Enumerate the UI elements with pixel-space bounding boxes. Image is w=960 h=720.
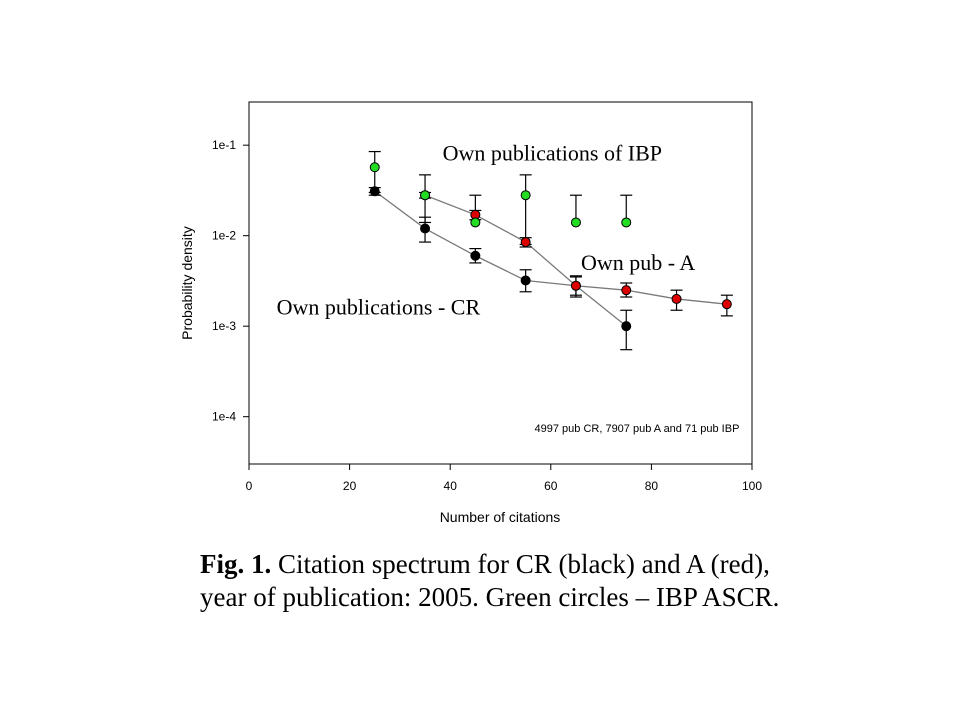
data-point xyxy=(470,250,481,261)
y-tick-label: 1e-1 xyxy=(212,138,236,152)
axis-ticks: 0 20 40 60 80 100 1e-1 1e-2 1e-3 1e-4 xyxy=(212,138,762,493)
figure-caption: Fig. 1. Citation spectrum for CR (black)… xyxy=(200,548,820,614)
data-points xyxy=(369,162,732,332)
data-point xyxy=(470,217,481,228)
data-point xyxy=(671,293,682,304)
y-tick-label: 1e-2 xyxy=(212,229,236,243)
figure-caption-text: Citation spectrum for CR (black) and A (… xyxy=(200,549,780,612)
data-point xyxy=(520,237,531,248)
annotation-cr: Own publications - CR xyxy=(277,294,481,319)
x-tick-label: 0 xyxy=(246,479,253,493)
data-point xyxy=(721,299,732,310)
x-tick-label: 80 xyxy=(645,479,659,493)
figure-label: Fig. 1. xyxy=(200,549,272,579)
annotations: Own publications of IBP Own pub - A Own pu… xyxy=(277,140,740,435)
data-point xyxy=(420,223,431,234)
data-point xyxy=(369,162,380,173)
annotation-counts: 4997 pub CR, 7907 pub A and 71 pub IBP xyxy=(535,423,740,435)
y-axis-label: Probability density xyxy=(179,226,195,340)
annotation-ibp: Own publications of IBP xyxy=(443,140,662,165)
annotation-a: Own pub - A xyxy=(581,250,695,275)
x-tick-label: 20 xyxy=(343,479,357,493)
data-point xyxy=(621,285,632,296)
y-tick-label: 1e-4 xyxy=(212,410,236,424)
data-point xyxy=(570,217,581,228)
data-point xyxy=(570,280,581,291)
data-point xyxy=(621,217,632,228)
data-point xyxy=(520,275,531,286)
data-point xyxy=(621,321,632,332)
series-line xyxy=(374,190,627,327)
y-tick-label: 1e-3 xyxy=(212,319,236,333)
data-point xyxy=(420,190,431,201)
x-tick-label: 100 xyxy=(742,479,762,493)
citation-chart: 0 20 40 60 80 100 1e-1 1e-2 1e-3 1e-4 Own publica… xyxy=(179,101,762,525)
x-tick-label: 60 xyxy=(544,479,558,493)
x-axis-label: Number of citations xyxy=(440,509,561,525)
data-point xyxy=(369,186,380,197)
plot-frame xyxy=(248,101,753,465)
x-tick-label: 40 xyxy=(444,479,458,493)
data-point xyxy=(520,190,531,201)
